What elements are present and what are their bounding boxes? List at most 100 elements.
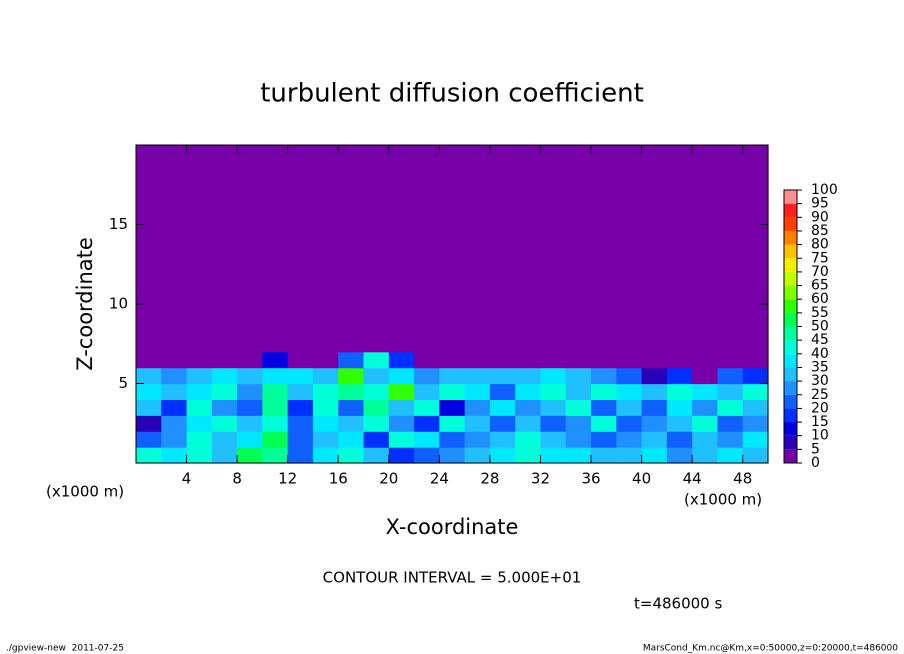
cell (666, 351, 693, 369)
cell (515, 160, 542, 178)
cell (136, 399, 162, 416)
cell (388, 304, 415, 321)
cell (186, 145, 213, 162)
cell (161, 192, 188, 210)
cell (565, 145, 592, 162)
cell (211, 145, 238, 162)
cell (464, 447, 491, 464)
cell (616, 288, 643, 305)
cell (287, 335, 314, 353)
cell (262, 208, 289, 226)
cell (161, 224, 188, 241)
cell (388, 240, 415, 257)
cell (414, 431, 440, 448)
cell (540, 160, 567, 178)
cell (591, 431, 617, 448)
cell (717, 145, 744, 162)
cell (439, 383, 466, 400)
cell (211, 304, 238, 321)
cell (439, 335, 466, 353)
cell (363, 145, 390, 162)
colorbar-swatch (784, 285, 797, 300)
cell (616, 272, 643, 289)
cell (616, 240, 643, 257)
cell (388, 208, 415, 226)
cell (414, 367, 440, 385)
cell (414, 383, 440, 400)
cell (136, 431, 162, 448)
cell (237, 415, 263, 432)
cell (363, 256, 390, 273)
cell (439, 160, 466, 178)
cell (388, 383, 415, 400)
cell (338, 351, 365, 369)
cell (616, 160, 643, 178)
cell (489, 176, 516, 194)
cell (211, 319, 238, 337)
chart-title: turbulent diffusion coefficient (260, 79, 644, 109)
cell (312, 256, 339, 273)
cell (439, 399, 466, 416)
cell (565, 208, 592, 226)
cell (515, 208, 542, 226)
colorbar-label: 90 (811, 209, 829, 225)
cell (742, 304, 769, 321)
cell (338, 160, 365, 178)
cell (489, 351, 516, 369)
colorbar-swatch (784, 258, 797, 272)
colorbar-label: 95 (811, 196, 829, 212)
cell (161, 383, 188, 400)
cell (161, 240, 188, 257)
cell (742, 319, 769, 337)
cell (262, 383, 289, 400)
cell (717, 383, 744, 400)
cell (616, 304, 643, 321)
colorbar-label: 55 (811, 305, 829, 321)
cell (692, 272, 719, 289)
cell (464, 415, 491, 432)
cell (717, 431, 744, 448)
colorbar-label: 100 (811, 182, 838, 198)
cell (136, 288, 162, 305)
cell (136, 208, 162, 226)
cell (515, 431, 542, 448)
cell (591, 383, 617, 400)
cell (591, 415, 617, 432)
cell (540, 447, 567, 464)
cell (136, 145, 162, 162)
cell (136, 415, 162, 432)
cell (565, 399, 592, 416)
cell (287, 208, 314, 226)
cell (616, 208, 643, 226)
cell (565, 335, 592, 353)
colorbar-label: 10 (811, 428, 829, 444)
cell (540, 256, 567, 273)
cell (287, 240, 314, 257)
cell (641, 192, 668, 210)
y-tick-label: 5 (118, 374, 128, 392)
cell (540, 208, 567, 226)
cell (742, 383, 769, 400)
colorbar-swatch (784, 381, 797, 395)
cell (565, 319, 592, 337)
cell (641, 240, 668, 257)
cell (262, 431, 289, 448)
cell (363, 224, 390, 241)
cell (565, 192, 592, 210)
cell (338, 224, 365, 241)
cell (591, 351, 617, 369)
cell (414, 145, 440, 162)
cell (363, 335, 390, 353)
cell (666, 399, 693, 416)
colorbar-label: 75 (811, 250, 829, 266)
cell (287, 160, 314, 178)
cell (287, 288, 314, 305)
cell (692, 240, 719, 257)
cell (388, 160, 415, 178)
colorbar-label: 50 (811, 319, 829, 335)
cell (616, 351, 643, 369)
colorbar-label: 15 (811, 414, 829, 430)
cell (742, 160, 769, 178)
cell (515, 383, 542, 400)
cell (515, 240, 542, 257)
